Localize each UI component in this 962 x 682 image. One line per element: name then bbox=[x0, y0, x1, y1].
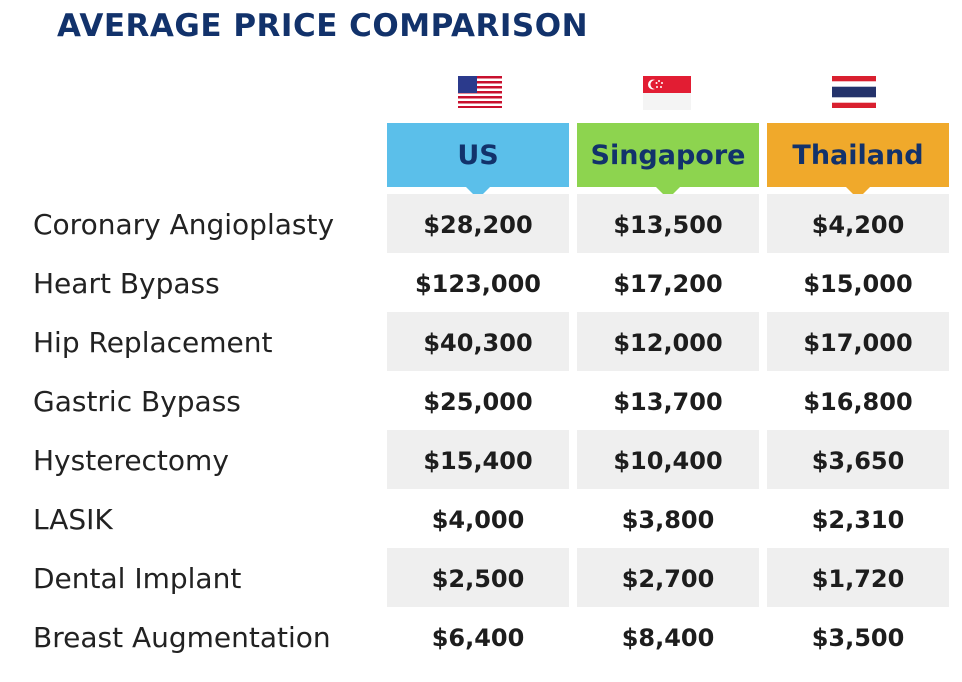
row-label-coronary-angioplasty: Coronary Angioplasty bbox=[33, 208, 335, 241]
cell-singapore: $12,000 bbox=[613, 329, 723, 357]
cell-us: $2,500 bbox=[431, 565, 525, 593]
row-label-lasik: LASIK bbox=[33, 503, 113, 536]
cell-us: $123,000 bbox=[414, 270, 541, 298]
cell-singapore: $13,500 bbox=[613, 211, 723, 239]
chart-title: AVERAGE PRICE COMPARISON bbox=[57, 8, 589, 44]
column-header-thailand: Thailand bbox=[767, 123, 949, 199]
row-label-breast-augmentation: Breast Augmentation bbox=[33, 621, 331, 654]
singapore-flag-icon bbox=[643, 76, 691, 110]
cell-us: $40,300 bbox=[423, 329, 533, 357]
row-shade bbox=[577, 312, 759, 371]
thailand-flag-icon bbox=[832, 76, 876, 108]
cell-singapore: $2,700 bbox=[621, 565, 715, 593]
cell-us: $15,400 bbox=[423, 447, 533, 475]
cell-us: $28,200 bbox=[423, 211, 533, 239]
column-header-singapore: Singapore bbox=[577, 123, 759, 199]
row-label-dental-implant: Dental Implant bbox=[33, 562, 242, 595]
cell-singapore: $13,700 bbox=[613, 388, 723, 416]
cell-singapore: $8,400 bbox=[621, 624, 715, 652]
cell-us: $6,400 bbox=[431, 624, 525, 652]
column-header-label: Singapore bbox=[590, 139, 746, 171]
cell-us: $25,000 bbox=[423, 388, 533, 416]
cell-thailand: $2,310 bbox=[811, 506, 905, 534]
cell-us: $4,000 bbox=[431, 506, 525, 534]
cell-thailand: $4,200 bbox=[811, 211, 905, 239]
cell-thailand: $16,800 bbox=[803, 388, 913, 416]
row-label-hip-replacement: Hip Replacement bbox=[33, 326, 273, 359]
row-shade bbox=[767, 312, 949, 371]
column-header-us: US bbox=[387, 123, 569, 199]
cell-thailand: $17,000 bbox=[803, 329, 913, 357]
row-label-hysterectomy: Hysterectomy bbox=[33, 444, 229, 477]
row-shade bbox=[767, 430, 949, 489]
row-shade bbox=[577, 430, 759, 489]
cell-singapore: $10,400 bbox=[613, 447, 723, 475]
row-shade bbox=[767, 194, 949, 253]
row-label-heart-bypass: Heart Bypass bbox=[33, 267, 220, 300]
row-shade bbox=[387, 194, 569, 253]
row-shade bbox=[577, 548, 759, 607]
row-shade bbox=[387, 548, 569, 607]
column-header-label: Thailand bbox=[792, 139, 924, 171]
cell-thailand: $15,000 bbox=[803, 270, 913, 298]
row-shade bbox=[387, 430, 569, 489]
cell-thailand: $3,500 bbox=[811, 624, 905, 652]
row-shade bbox=[767, 548, 949, 607]
cell-singapore: $3,800 bbox=[621, 506, 715, 534]
column-header-label: US bbox=[457, 139, 499, 171]
row-shade bbox=[387, 312, 569, 371]
cell-thailand: $1,720 bbox=[811, 565, 905, 593]
cell-singapore: $17,200 bbox=[613, 270, 723, 298]
cell-thailand: $3,650 bbox=[811, 447, 905, 475]
row-label-gastric-bypass: Gastric Bypass bbox=[33, 385, 241, 418]
us-flag-icon bbox=[458, 76, 502, 108]
row-shade bbox=[577, 194, 759, 253]
